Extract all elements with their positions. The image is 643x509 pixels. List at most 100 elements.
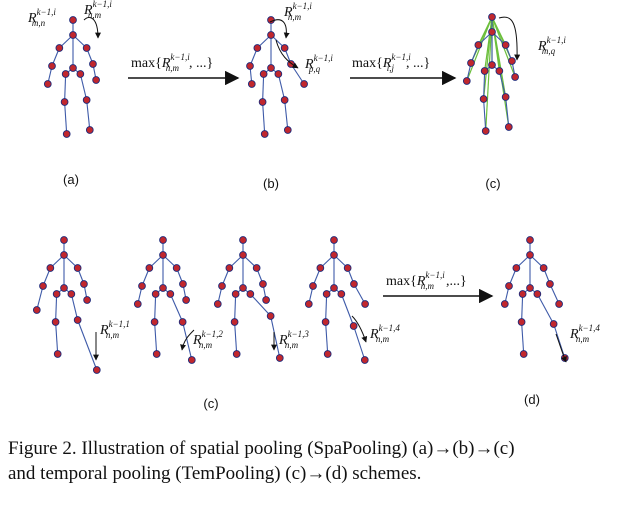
skeleton-bone: [249, 293, 272, 317]
skeleton-joint: [501, 93, 510, 101]
skeleton-joint: [304, 300, 313, 308]
skeleton-bone: [262, 101, 266, 135]
skeleton-bone: [270, 315, 281, 359]
skeleton-joint: [262, 296, 270, 304]
skeleton-joint: [501, 41, 510, 49]
skeleton-joint: [267, 31, 275, 39]
skeleton-joint: [218, 282, 226, 290]
skeleton-joint: [488, 61, 496, 69]
skeleton-frame-2: [133, 236, 196, 364]
skeleton-joint: [92, 366, 101, 374]
skeleton-joint: [280, 44, 289, 52]
annotation-b-2: Rk−1,i p,q: [304, 53, 333, 74]
skeleton-joint: [505, 282, 513, 290]
skeleton-joint: [166, 290, 175, 298]
skeleton-joint: [48, 62, 56, 70]
annotation-a-2: Rk−1,i n,m: [83, 0, 112, 20]
formula-b-to-c: max{Rk−1,i i,j, ...}: [352, 52, 430, 73]
skeleton-joint: [467, 59, 475, 67]
skeleton-joint: [69, 16, 77, 24]
panel-label-d: (d): [524, 392, 540, 407]
skeleton-joint: [267, 64, 275, 72]
skeleton-joint: [67, 290, 76, 298]
relation-arrows: [83, 16, 567, 363]
pooling-edge: [466, 16, 493, 82]
skeleton-bone: [55, 293, 58, 323]
skeleton-bone: [536, 293, 555, 325]
panel-label-c: (c): [485, 176, 500, 191]
skeleton-joint: [51, 318, 60, 326]
skeleton-joint: [82, 44, 91, 52]
skeleton-joint: [252, 264, 261, 272]
skeleton-joint: [504, 123, 513, 131]
skeleton-joint: [508, 57, 516, 65]
skeleton-joint: [479, 95, 488, 103]
formula-a-to-b: max{Rk−1,i n,m, ...}: [131, 52, 213, 73]
skeleton-bone: [262, 73, 265, 103]
annotation-frame-3: Rk−1,3 n,m: [278, 329, 309, 350]
skeleton-joint: [60, 236, 68, 244]
skeleton-joint: [330, 251, 338, 259]
annotation-b-1: Rk−1,i n,m: [283, 1, 312, 22]
skeleton-joint: [55, 44, 64, 52]
skeleton-joint: [309, 282, 317, 290]
skeleton-joint: [519, 350, 528, 358]
skeleton-frame-3: [213, 236, 284, 362]
skeleton-joint: [187, 356, 196, 364]
skeleton-b: [246, 16, 308, 138]
skeleton-c: [462, 13, 519, 135]
skeleton-joint: [52, 290, 61, 298]
annotation-c-1: Rk−1,i m,q: [537, 35, 566, 56]
skeleton-joint: [231, 290, 240, 298]
skeleton-bone: [64, 73, 67, 103]
skeleton-joint: [280, 96, 289, 104]
skeleton-joint: [246, 290, 255, 298]
skeleton-joint: [62, 130, 71, 138]
skeleton-joint: [350, 280, 358, 288]
skeleton-bone: [182, 321, 193, 361]
skeleton-joint: [60, 251, 68, 259]
figure-caption: Figure 2. Illustration of spatial poolin…: [8, 436, 636, 486]
skeleton-bone: [498, 70, 507, 98]
skeleton-joint: [260, 130, 269, 138]
skeleton-joint: [323, 350, 332, 358]
skeleton-joint: [60, 284, 68, 292]
skeleton-joint: [500, 300, 509, 308]
skeleton-joint: [80, 280, 88, 288]
skeleton-joint: [61, 70, 70, 78]
skeleton-bone: [353, 325, 366, 361]
skeleton-joint: [488, 28, 496, 36]
skeleton-joint: [179, 280, 187, 288]
skeleton-joint: [330, 236, 338, 244]
skeleton-a: [43, 16, 100, 138]
skeleton-joint: [133, 300, 142, 308]
skeleton-joint: [138, 282, 146, 290]
skeleton-joint: [69, 64, 77, 72]
skeleton-bone: [64, 101, 68, 135]
panel-label-b: (b): [263, 176, 279, 191]
skeleton-joint: [488, 13, 496, 21]
skeleton-joint: [275, 354, 284, 362]
skeleton-bone: [521, 321, 525, 355]
skeleton-bone: [325, 293, 328, 323]
skeleton-bone: [55, 321, 59, 355]
annotation-d-1: Rk−1,4 n,m: [569, 323, 600, 344]
skeleton-joint: [82, 96, 91, 104]
skeleton-joint: [43, 80, 52, 88]
skeleton-joint: [526, 236, 534, 244]
skeleton-joint: [259, 280, 267, 288]
skeleton-joint: [152, 350, 161, 358]
skeleton-bone: [77, 319, 98, 371]
skeleton-joint: [85, 126, 94, 134]
skeleton-joint: [337, 290, 346, 298]
skeleton-joint: [230, 318, 239, 326]
caption-line-1: Figure 2. Illustration of spatial poolin…: [8, 438, 515, 459]
skeleton-joint: [518, 290, 527, 298]
skeleton-joint: [321, 318, 330, 326]
skeleton-joint: [511, 73, 519, 81]
caption-line-2: and temporal pooling (TemPooling) (c)→(d…: [8, 463, 422, 484]
skeleton-joint: [39, 282, 47, 290]
skeleton-joint: [546, 280, 554, 288]
skeleton-joint: [539, 264, 548, 272]
skeleton-joint: [274, 70, 283, 78]
